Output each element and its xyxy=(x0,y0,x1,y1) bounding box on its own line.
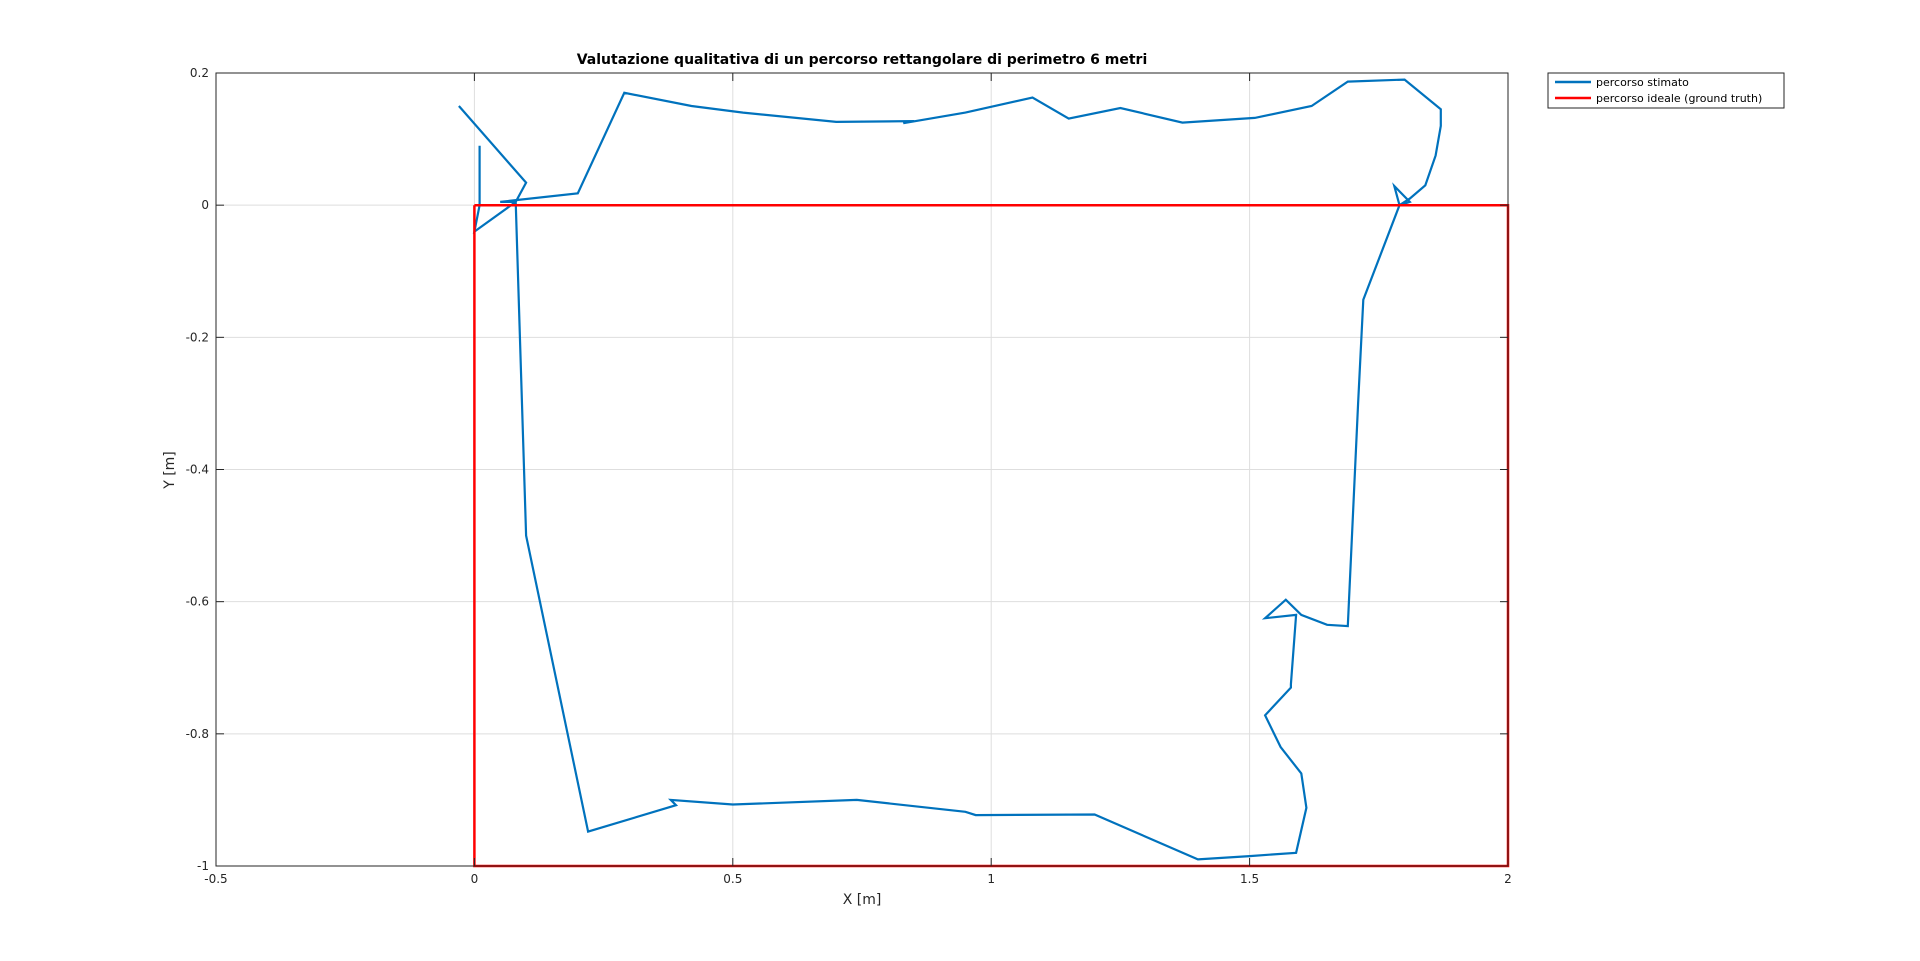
y-tick-label: -0.4 xyxy=(186,463,209,477)
x-tick-label: 2 xyxy=(1504,872,1512,886)
y-tick-label: -0.8 xyxy=(186,727,209,741)
x-tick-label: 1.5 xyxy=(1240,872,1259,886)
y-axis-label: Y [m] xyxy=(162,451,178,490)
chart-title: Valutazione qualitativa di un percorso r… xyxy=(577,52,1148,68)
y-tick-label: -1 xyxy=(197,859,209,873)
series-line-estimated xyxy=(458,78,1442,861)
y-tick-label: 0 xyxy=(201,198,209,212)
x-tick-label: 0 xyxy=(471,872,479,886)
legend-label-ideal: percorso ideale (ground truth) xyxy=(1596,92,1762,105)
x-tick-label: 0.5 xyxy=(723,872,742,886)
y-tick-label: -0.6 xyxy=(186,595,209,609)
x-tick-label: 1 xyxy=(987,872,995,886)
ticks: -0.5 0 0.5 1 1.5 2 -1 -0.8 -0.6 -0.4 -0.2 0 0.2 xyxy=(186,66,1512,886)
legend: percorso stimato percorso ideale (ground… xyxy=(1547,72,1785,109)
legend-box xyxy=(1547,72,1785,109)
y-tick-label: 0.2 xyxy=(190,66,209,80)
legend-label-estimated: percorso stimato xyxy=(1596,76,1689,89)
x-tick-label: -0.5 xyxy=(204,872,227,886)
x-axis-label: X [m] xyxy=(843,892,882,908)
y-tick-label: -0.2 xyxy=(186,330,209,344)
